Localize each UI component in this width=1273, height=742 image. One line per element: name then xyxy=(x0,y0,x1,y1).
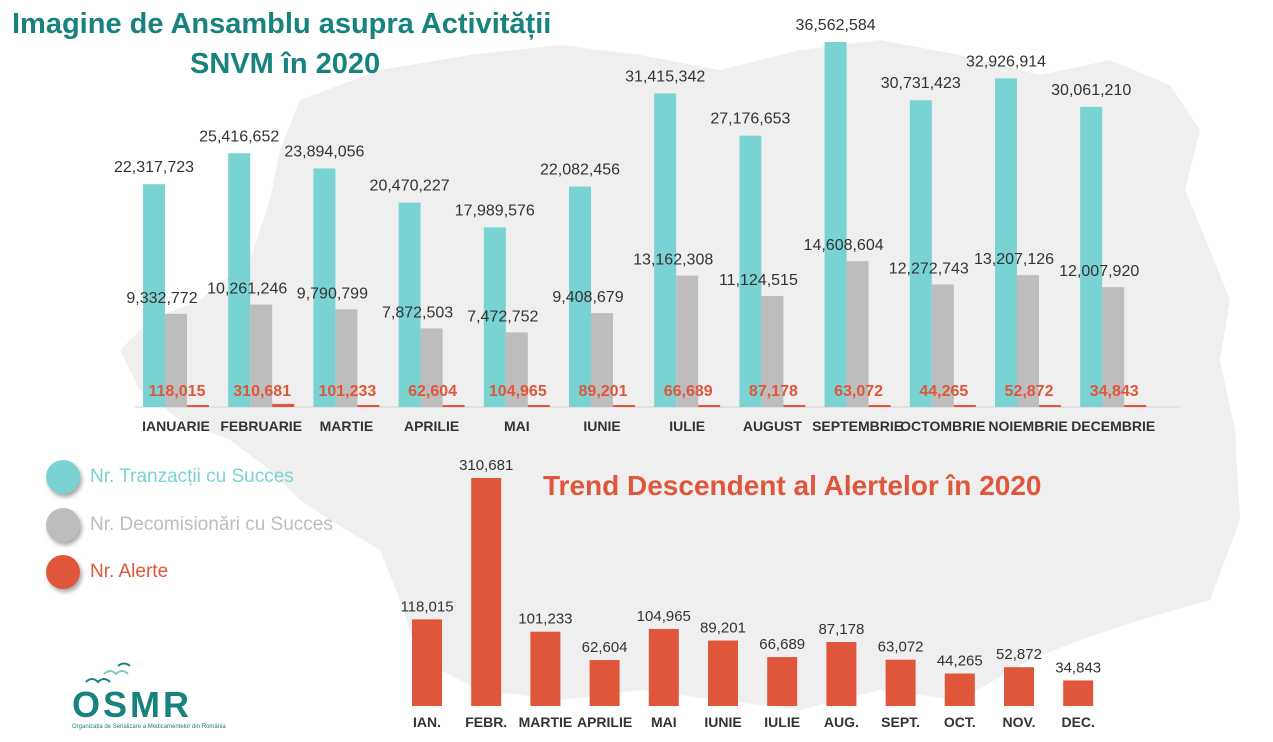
bar-success xyxy=(1080,106,1103,407)
data-label-success: 20,470,227 xyxy=(370,178,450,195)
birds-icon xyxy=(85,662,131,684)
bar-alert xyxy=(1039,405,1061,407)
tick-label: OCTOMBRIE xyxy=(900,418,985,434)
bar-alert xyxy=(272,403,295,407)
tick-label: DECEMBRIE xyxy=(1071,418,1155,434)
bar-success xyxy=(824,42,847,407)
page-title-year: SNVM în 2020 xyxy=(190,48,381,80)
bar-decom xyxy=(335,309,358,407)
legend-label-alert: Nr. Alerte xyxy=(90,561,169,582)
data-label-success: 31,415,342 xyxy=(625,68,705,85)
tick-label: IULIE xyxy=(669,418,705,434)
data-label-success: 36,562,584 xyxy=(796,17,876,34)
bar-alert xyxy=(868,405,891,407)
bar-success xyxy=(313,168,336,407)
data-label-decom: 9,790,799 xyxy=(297,285,368,302)
bar-alert xyxy=(527,405,550,407)
data-label-alert: 63,072 xyxy=(834,383,883,400)
bar-alert xyxy=(953,405,976,407)
tick-label: AUGUST xyxy=(743,418,803,434)
data-label-alert: 89,201 xyxy=(579,383,628,400)
data-label-decom: 9,332,772 xyxy=(126,290,197,307)
data-label-decom: 13,162,308 xyxy=(633,252,713,269)
tick-label: MAI xyxy=(504,418,530,434)
data-label-success: 27,176,653 xyxy=(710,111,790,128)
legend-dot-decom xyxy=(46,508,80,542)
bar-decom xyxy=(931,284,954,407)
data-label-success: 22,317,723 xyxy=(114,159,194,176)
data-label-decom: 12,272,743 xyxy=(889,260,969,277)
bar-alert xyxy=(698,405,721,407)
tick-label: IANUARIE xyxy=(142,418,210,434)
data-label-alert: 52,872 xyxy=(1005,383,1054,400)
bar-success xyxy=(654,93,677,408)
data-label-alert: 87,178 xyxy=(749,383,798,400)
data-label-decom: 14,608,604 xyxy=(804,237,884,254)
tick-label: IUNIE xyxy=(583,418,620,434)
tick-label: MARTIE xyxy=(320,418,374,434)
bar-decom xyxy=(1017,275,1039,407)
data-label-success: 30,061,210 xyxy=(1051,82,1131,99)
data-label-alert: 118,015 xyxy=(149,383,206,400)
data-label-alert: 62,604 xyxy=(408,383,457,400)
bar-decom xyxy=(1102,287,1125,407)
data-label-alert: 34,843 xyxy=(1090,383,1139,400)
data-label-decom: 7,872,503 xyxy=(382,304,453,321)
monthly-activity-chart: 22,317,723 9,332,772 118,015 IANUARIE 25,416… xyxy=(114,17,1180,434)
logo-text: OSMR xyxy=(72,684,192,725)
data-label-decom: 12,007,920 xyxy=(1059,263,1139,280)
bar-success xyxy=(398,202,421,407)
legend-dot-alert xyxy=(46,555,80,589)
bar-decom xyxy=(250,304,273,407)
bar-alert xyxy=(783,405,806,407)
bar-decom xyxy=(420,328,443,407)
bar-success xyxy=(483,227,506,407)
data-label-alert: 104,965 xyxy=(489,383,547,400)
bar-success xyxy=(143,184,165,407)
data-label-alert: 44,265 xyxy=(919,383,968,400)
bar-success xyxy=(909,100,932,408)
data-label-success: 32,926,914 xyxy=(966,53,1046,70)
bar-success xyxy=(995,78,1017,408)
data-label-decom: 11,124,515 xyxy=(719,272,798,289)
bar-alert xyxy=(187,405,209,407)
bar-success xyxy=(739,135,762,407)
tick-label: APRILIE xyxy=(404,418,459,434)
data-label-success: 25,416,652 xyxy=(199,128,279,145)
bar-success xyxy=(228,153,251,407)
legend-label-decom: Nr. Decomisionări cu Succes xyxy=(90,514,333,535)
data-label-success: 22,082,456 xyxy=(540,162,620,179)
legend-label-success: Nr. Tranzacții cu Succes xyxy=(90,466,294,487)
data-label-alert: 101,233 xyxy=(318,383,376,400)
bar-alert xyxy=(1124,405,1147,407)
data-label-decom: 7,472,752 xyxy=(467,308,538,325)
data-label-decom: 9,408,679 xyxy=(552,289,623,306)
bar-success xyxy=(569,186,591,407)
tick-label: FEBRUARIE xyxy=(220,418,302,434)
legend-dot-success xyxy=(46,460,80,494)
bar-decom xyxy=(676,275,699,407)
data-label-success: 23,894,056 xyxy=(284,143,364,160)
bar-decom xyxy=(505,332,528,407)
bar-decom xyxy=(761,295,784,407)
data-label-decom: 10,261,246 xyxy=(207,281,287,298)
osmr-logo: OSMR Organizația de Serializare a Medica… xyxy=(72,662,226,738)
data-label-decom: 13,207,126 xyxy=(974,251,1054,268)
data-label-alert: 310,681 xyxy=(233,383,291,400)
page-title: Imagine de Ansamblu asupra Activității xyxy=(12,8,552,40)
bar-alert xyxy=(613,405,635,407)
bar-decom xyxy=(165,313,187,407)
bar-decom xyxy=(591,313,613,407)
bar-decom xyxy=(846,261,869,407)
alerts-trend-title: Trend Descendent al Alertelor în 2020 xyxy=(543,470,1042,501)
data-label-success: 17,989,576 xyxy=(455,202,535,219)
data-label-success: 30,731,423 xyxy=(881,75,961,92)
tick-label: SEPTEMBRIE xyxy=(812,418,903,434)
logo-subtitle: Organizația de Serializare a Medicamente… xyxy=(72,724,226,730)
data-label-alert: 66,689 xyxy=(664,383,713,400)
tick-label: NOIEMBRIE xyxy=(988,418,1067,434)
bar-alert xyxy=(357,405,380,407)
bar-alert xyxy=(442,405,465,407)
